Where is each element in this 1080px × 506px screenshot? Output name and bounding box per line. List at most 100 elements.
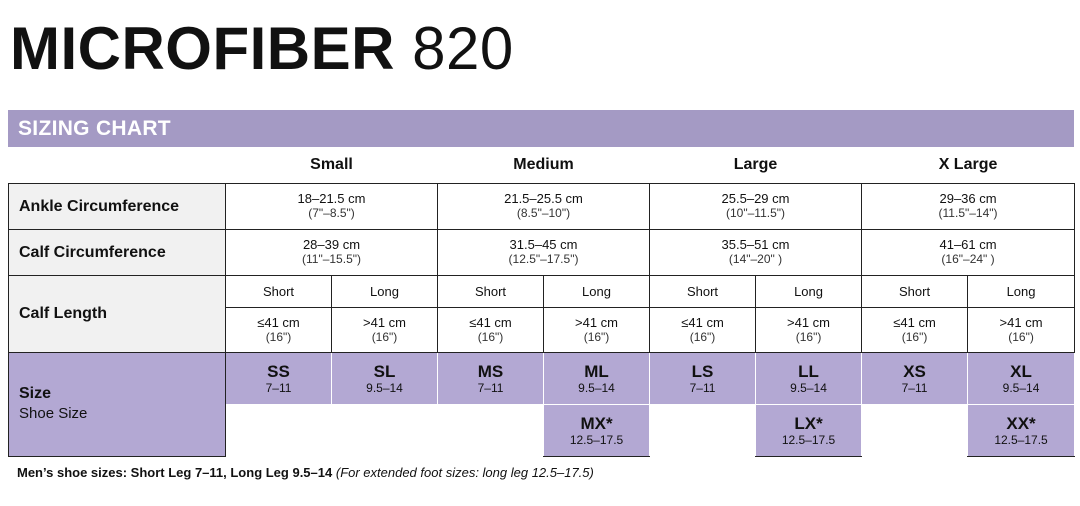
size-code: XL: [1010, 361, 1032, 381]
length-type: Long: [542, 274, 651, 308]
size-code-row: Size Shoe Size SS 7–11 SL 9.5–14 MS 7–11 ML…: [8, 351, 1076, 457]
value-in: (16"): [265, 329, 292, 344]
value-cm: 28–39 cm: [302, 237, 361, 252]
extended-size-cell: LX* 12.5–17.5: [755, 403, 863, 457]
size-code-cell: XS 7–11: [861, 351, 969, 405]
value-cm: 35.5–51 cm: [721, 237, 790, 252]
value-in: (11.5"–14"): [938, 206, 998, 220]
value-in: (16"): [901, 329, 928, 344]
value-in: (16"): [1008, 329, 1034, 344]
empty-cell: [649, 403, 756, 456]
size-label-title: Size: [19, 385, 52, 402]
size-code: MX*: [580, 413, 613, 433]
size-header-xlarge: X Large: [938, 156, 998, 174]
shoe-range: 12.5–17.5: [569, 432, 624, 447]
size-header-medium: Medium: [513, 156, 574, 174]
calf-medium: 31.5–45 cm (12.5"–17.5"): [436, 228, 651, 276]
value-cm: >41 cm: [999, 314, 1043, 330]
size-label: Size Shoe Size: [8, 351, 226, 457]
length-value: >41 cm (16"): [967, 306, 1076, 353]
length-value: >41 cm (16"): [542, 306, 651, 353]
size-code: LS: [691, 361, 714, 381]
length-value: ≤41 cm (16"): [861, 306, 969, 353]
value-cm: >41 cm: [363, 314, 406, 330]
shoe-range: 9.5–14: [790, 380, 827, 395]
value-cm: 18–21.5 cm: [297, 191, 366, 206]
sizing-chart-banner: SIZING CHART: [8, 110, 1074, 147]
extended-size-row: MX* 12.5–17.5 LX* 12.5–17.5 XX* 12.5–17.5: [9, 403, 1076, 457]
ankle-label: Ankle Circumference: [8, 182, 226, 230]
footnote: Men’s shoe sizes: Short Leg 7–11, Long L…: [17, 465, 594, 480]
length-value: ≤41 cm (16"): [225, 306, 332, 353]
product-title: MICROFIBER 820: [10, 14, 514, 84]
size-code: SS: [267, 361, 290, 381]
size-header-small: Small: [310, 156, 353, 174]
size-code: MS: [477, 361, 504, 381]
ankle-small: 18–21.5 cm (7"–8.5"): [225, 182, 438, 230]
length-type: Long: [967, 274, 1076, 308]
length-value-row: ≤41 cm (16") >41 cm (16") ≤41 cm (16") >41 …: [9, 306, 1076, 353]
size-header-large: Large: [733, 156, 778, 174]
shoe-range: 9.5–14: [1002, 380, 1040, 395]
sizing-table: Small Medium Large X Large Ankle Circumf…: [8, 147, 1076, 457]
size-code-cell: ML 9.5–14: [542, 351, 651, 405]
value-in: (16"): [689, 329, 716, 344]
value-in: (16"): [795, 329, 822, 344]
size-code: LL: [798, 361, 819, 381]
value-in: (12.5"–17.5"): [508, 252, 579, 266]
value-cm: ≤41 cm: [893, 314, 936, 330]
size-code-cell: LS 7–11: [649, 351, 757, 405]
value-cm: 31.5–45 cm: [509, 237, 578, 252]
empty-cell: [861, 403, 968, 456]
shoe-size-label: Shoe Size: [19, 405, 88, 422]
size-header-row: Small Medium Large X Large: [8, 147, 1075, 183]
value-in: (11"–15.5"): [302, 252, 361, 266]
calf-xlarge: 41–61 cm (16"–24" ): [861, 228, 1076, 276]
value-cm: >41 cm: [787, 314, 831, 330]
size-code-cell: LL 9.5–14: [755, 351, 863, 405]
length-type: Short: [649, 274, 757, 308]
calf-small: 28–39 cm (11"–15.5"): [225, 228, 438, 276]
value-cm: 25.5–29 cm: [721, 191, 790, 206]
length-type: Short: [225, 274, 332, 308]
shoe-range: 7–11: [901, 380, 928, 395]
extended-size-cell: MX* 12.5–17.5: [542, 403, 651, 457]
product-model: 820: [412, 15, 514, 82]
shoe-range: 12.5–17.5: [781, 432, 836, 447]
shoe-range: 9.5–14: [366, 380, 403, 395]
calf-label: Calf Circumference: [8, 228, 226, 276]
value-cm: 41–61 cm: [939, 237, 997, 252]
length-label: Calf Length: [8, 274, 226, 353]
product-name: MICROFIBER: [10, 15, 395, 82]
length-value: ≤41 cm (16"): [437, 306, 544, 353]
extended-size-cell: XX* 12.5–17.5: [967, 403, 1076, 457]
shoe-range: 12.5–17.5: [994, 432, 1048, 447]
size-code-cell: MS 7–11: [437, 351, 544, 405]
size-code: XS: [903, 361, 926, 381]
shoe-range: 7–11: [689, 380, 716, 395]
empty-cell: [225, 403, 544, 456]
value-in: (7"–8.5"): [308, 206, 355, 220]
length-type: Short: [437, 274, 544, 308]
shoe-range: 9.5–14: [578, 380, 615, 395]
size-code-cell: SL 9.5–14: [331, 351, 438, 405]
value-in: (16"): [477, 329, 504, 344]
header-blank: [8, 147, 226, 183]
value-cm: ≤41 cm: [681, 314, 724, 330]
length-type: Long: [331, 274, 438, 308]
value-cm: 29–36 cm: [939, 191, 997, 206]
size-code-cell: SS 7–11: [225, 351, 332, 405]
length-type-row: Calf Length Short Long Short Long Short …: [8, 274, 1076, 353]
calf-large: 35.5–51 cm (14"–20" ): [649, 228, 863, 276]
size-code-cell: XL 9.5–14: [967, 351, 1076, 405]
size-code: SL: [373, 361, 396, 381]
value-cm: ≤41 cm: [257, 314, 300, 330]
value-in: (8.5"–10"): [516, 206, 571, 220]
footnote-main: Men’s shoe sizes: Short Leg 7–11, Long L…: [17, 465, 333, 480]
value-in: (14"–20" ): [728, 252, 783, 266]
value-in: (16"): [371, 329, 398, 344]
ankle-xlarge: 29–36 cm (11.5"–14"): [861, 182, 1076, 230]
ankle-large: 25.5–29 cm (10"–11.5"): [649, 182, 863, 230]
value-cm: >41 cm: [575, 314, 618, 330]
size-code: XX*: [1006, 413, 1036, 433]
